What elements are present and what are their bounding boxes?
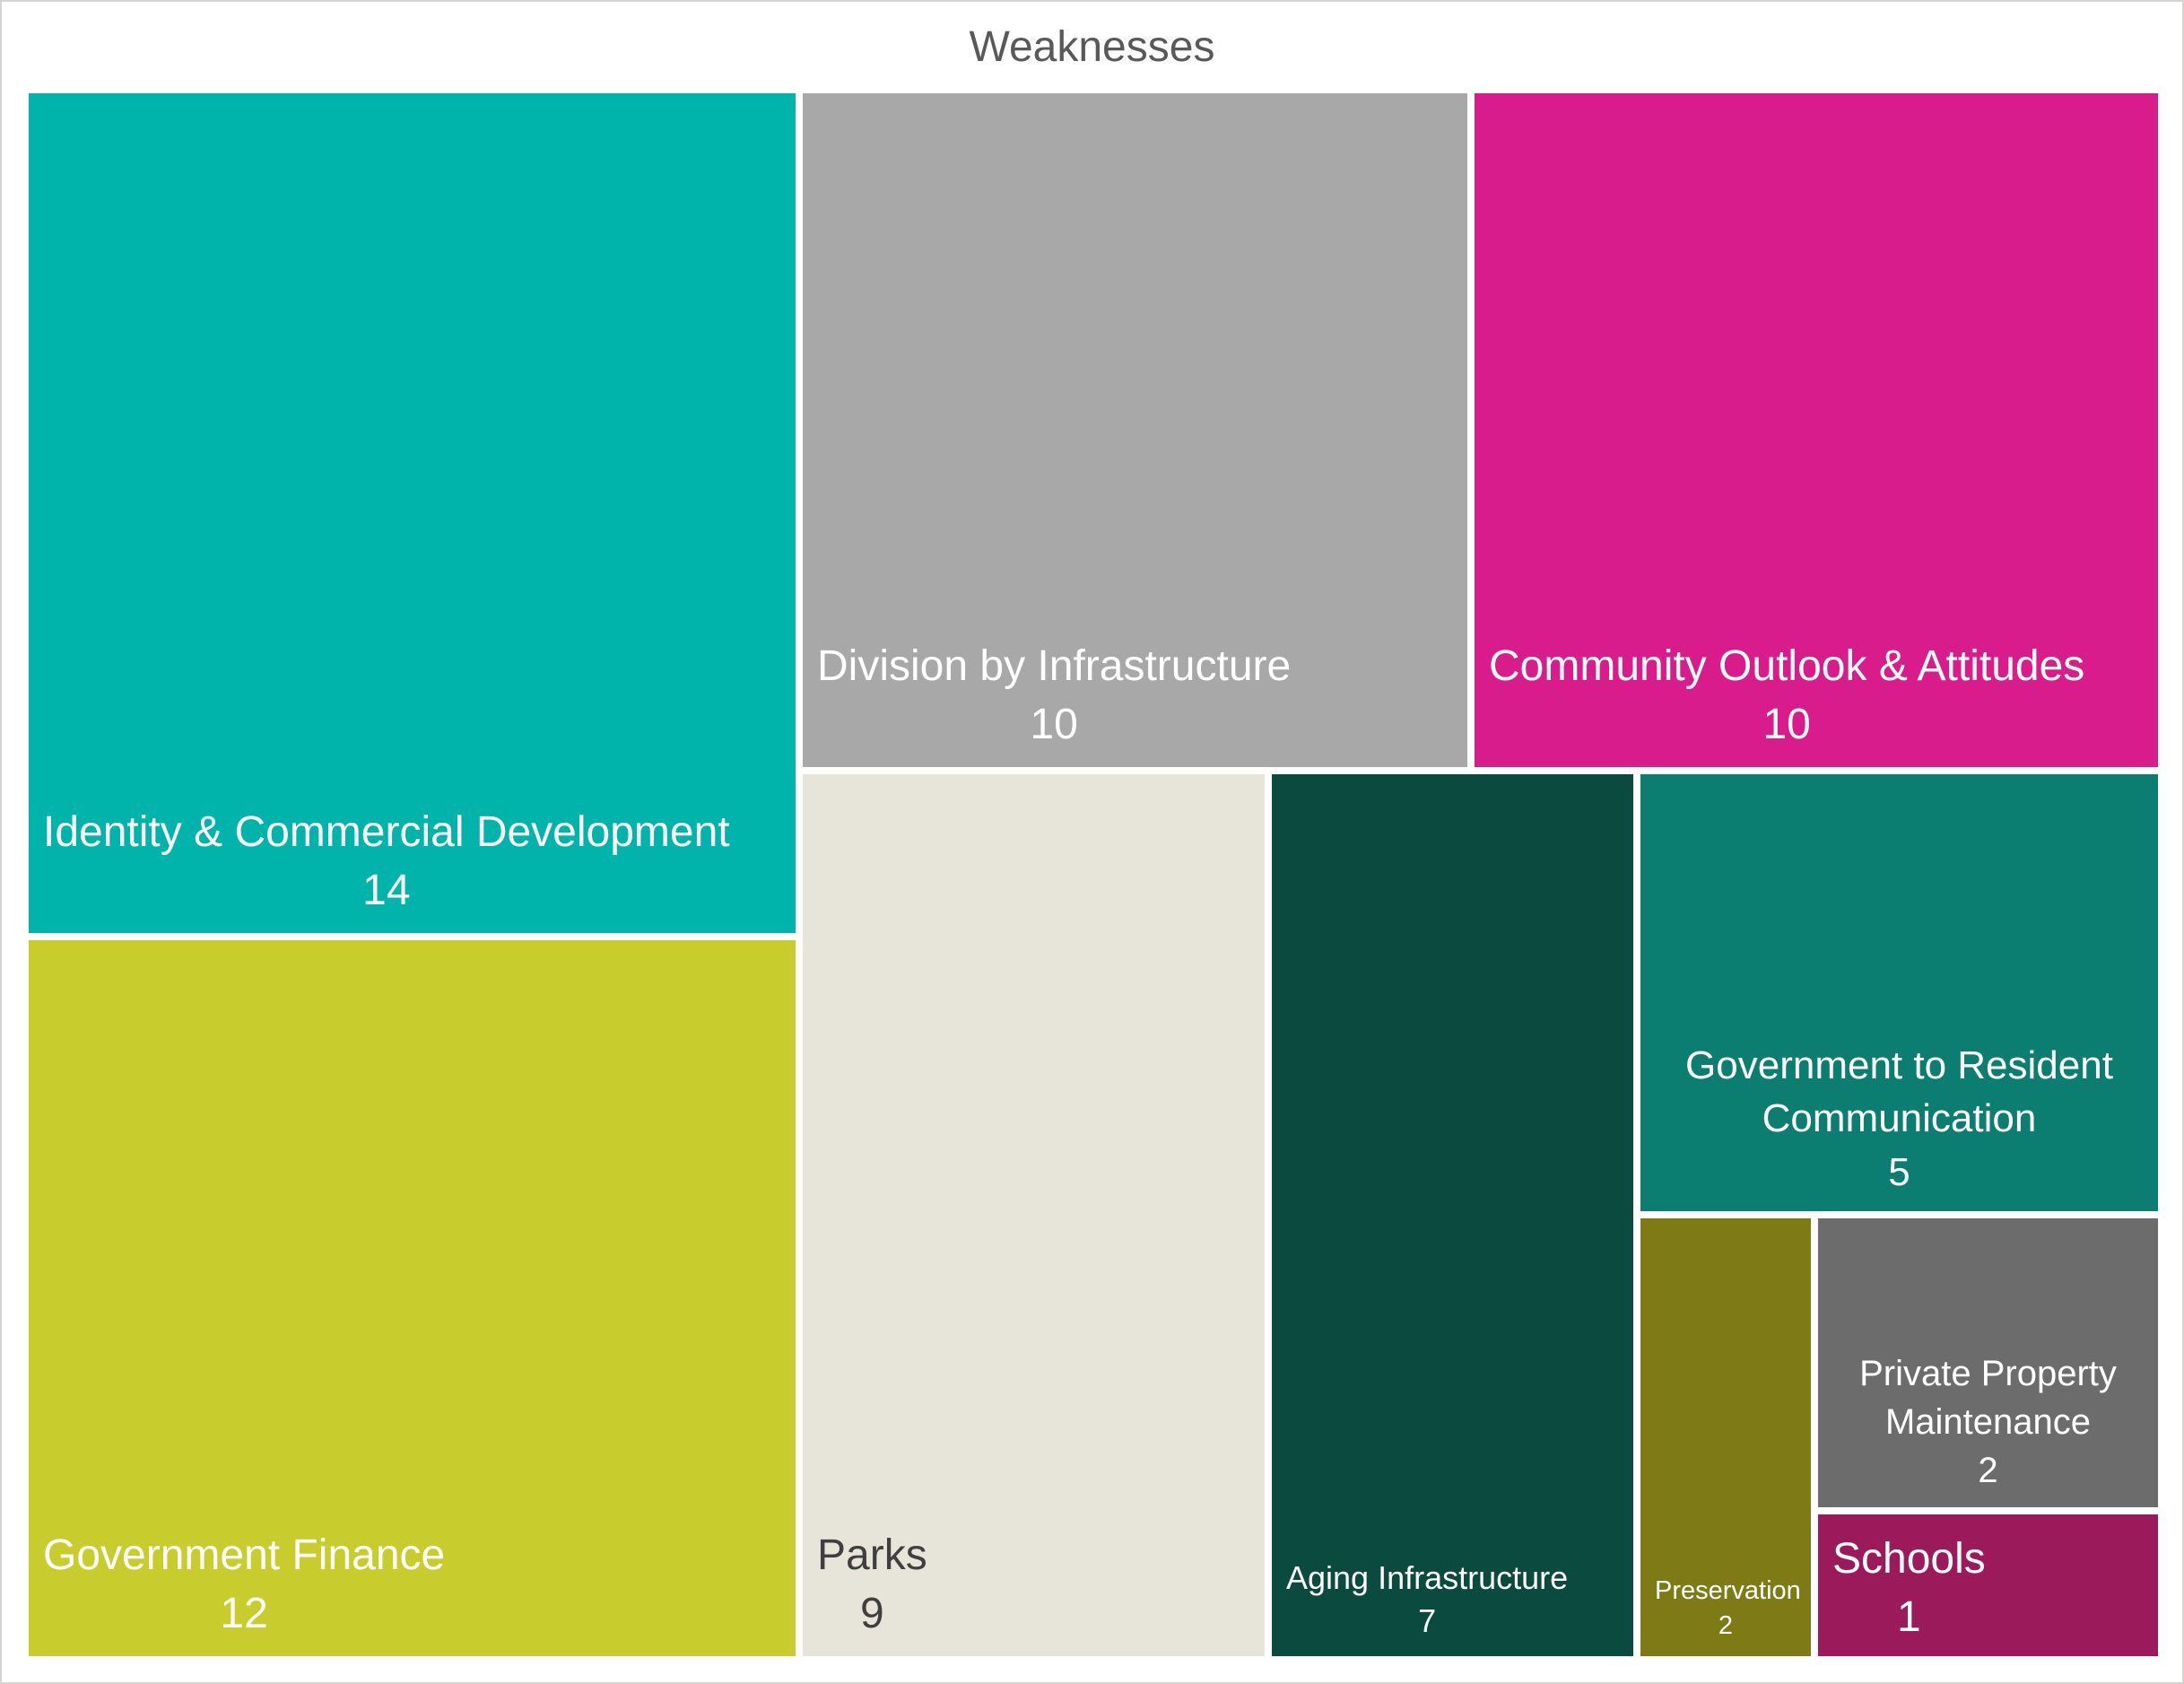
tile-value: 10 bbox=[1762, 701, 1811, 749]
tile-label: Preservation 2 bbox=[1655, 1574, 1801, 1644]
treemap-tile-identity-commercial-development[interactable]: Identity & Commercial Development 14 bbox=[29, 93, 796, 933]
treemap-tile-division-by-infrastructure[interactable]: Division by Infrastructure 10 bbox=[803, 93, 1467, 767]
tile-label: Private Property Maintenance 2 bbox=[1832, 1349, 2144, 1495]
tile-category-name: Community Outlook & Attitudes bbox=[1489, 642, 2085, 691]
tile-category-name: Government to Resident Communication bbox=[1685, 1043, 2113, 1141]
tile-value: 2 bbox=[1978, 1451, 1998, 1490]
tile-value: 12 bbox=[220, 1590, 268, 1638]
tile-label: Government to Resident Communication 5 bbox=[1655, 1039, 2144, 1199]
tile-label: Parks 9 bbox=[817, 1527, 927, 1644]
tile-value: 7 bbox=[1418, 1602, 1437, 1640]
tile-label: Aging Infrastructure 7 bbox=[1286, 1557, 1568, 1644]
chart-title: Weaknesses bbox=[969, 23, 1215, 71]
tile-label: Schools 1 bbox=[1832, 1531, 1986, 1647]
tile-label: Identity & Commercial Development 14 bbox=[43, 804, 730, 921]
treemap-tile-government-to-resident-communication[interactable]: Government to Resident Communication 5 bbox=[1640, 774, 2158, 1211]
tile-label: Community Outlook & Attitudes 10 bbox=[1489, 638, 2084, 755]
tile-category-name: Private Property Maintenance bbox=[1859, 1354, 2117, 1442]
tile-category-name: Parks bbox=[817, 1531, 927, 1580]
treemap-tile-aging-infrastructure[interactable]: Aging Infrastructure 7 bbox=[1272, 774, 1633, 1656]
tile-category-name: Schools bbox=[1832, 1535, 1986, 1584]
tile-value: 14 bbox=[362, 867, 411, 915]
tile-category-name: Aging Infrastructure bbox=[1286, 1558, 1569, 1596]
tile-value: 2 bbox=[1718, 1610, 1734, 1640]
treemap-tile-preservation[interactable]: Preservation 2 bbox=[1640, 1218, 1811, 1656]
tile-label: Division by Infrastructure 10 bbox=[817, 638, 1291, 755]
tile-value: 10 bbox=[1030, 701, 1078, 749]
treemap-tile-community-outlook-attitudes[interactable]: Community Outlook & Attitudes 10 bbox=[1475, 93, 2158, 767]
treemap-tile-government-finance[interactable]: Government Finance 12 bbox=[29, 940, 796, 1656]
treemap-tile-parks[interactable]: Parks 9 bbox=[803, 774, 1265, 1656]
tile-value: 1 bbox=[1897, 1593, 1921, 1642]
tile-value: 5 bbox=[1888, 1149, 1910, 1194]
tile-category-name: Government Finance bbox=[43, 1531, 446, 1580]
tile-value: 9 bbox=[860, 1590, 884, 1638]
tile-category-name: Division by Infrastructure bbox=[817, 642, 1292, 691]
tile-label: Government Finance 12 bbox=[43, 1527, 445, 1644]
treemap-tile-schools[interactable]: Schools 1 bbox=[1818, 1514, 2158, 1656]
tile-category-name: Preservation bbox=[1655, 1575, 1801, 1605]
treemap-tile-private-property-maintenance[interactable]: Private Property Maintenance 2 bbox=[1818, 1218, 2158, 1507]
tile-category-name: Identity & Commercial Development bbox=[43, 808, 730, 857]
